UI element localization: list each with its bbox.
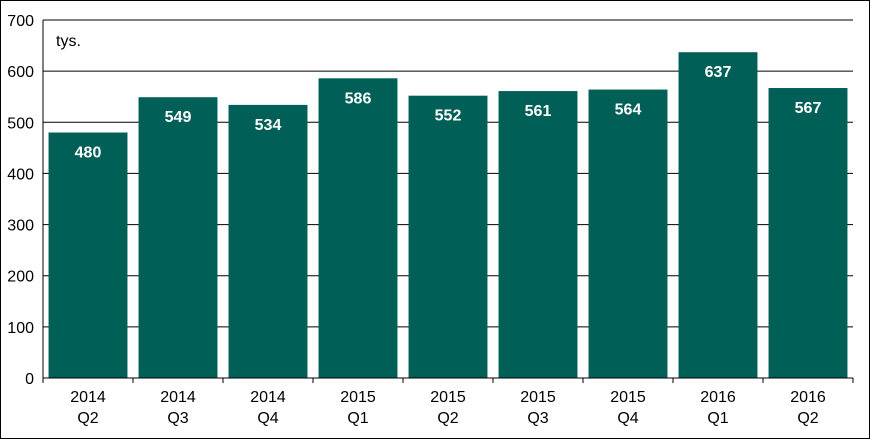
bar-value-label: 564 [615, 102, 642, 119]
bar-value-label: 586 [345, 90, 372, 107]
bars: 480 549 534 586 552 561 564 637 567 [48, 52, 848, 379]
bar [588, 89, 668, 378]
y-tick-label: 600 [7, 64, 34, 81]
x-tick-label-quarter: Q1 [707, 410, 728, 427]
bar [138, 97, 218, 379]
y-tick-label: 200 [7, 269, 34, 286]
unit-label: tys. [56, 33, 81, 50]
x-tick-label-year: 2015 [520, 389, 556, 406]
bar-value-label: 552 [435, 108, 462, 125]
x-tick-label-year: 2014 [70, 389, 106, 406]
bar-value-label: 637 [705, 64, 732, 81]
x-axis: 2014 Q2 2014 Q3 2014 Q4 2015 Q1 2015 Q2 2015 Q3 2015… [42, 377, 854, 427]
x-tick-label-quarter: Q4 [257, 410, 278, 427]
y-tick-label: 0 [25, 371, 34, 388]
bar [228, 104, 308, 378]
y-tick-label: 300 [7, 218, 34, 235]
x-tick-label-quarter: Q3 [527, 410, 548, 427]
x-tick-label-year: 2015 [430, 389, 466, 406]
bar [768, 88, 848, 379]
bar [318, 78, 398, 378]
y-axis: 0 100 200 300 400 500 600 700 [7, 13, 44, 388]
x-tick-label-year: 2014 [160, 389, 196, 406]
x-tick-label-quarter: Q2 [77, 410, 98, 427]
x-tick-label-quarter: Q1 [347, 410, 368, 427]
bar [408, 95, 488, 378]
bar-value-label: 480 [75, 145, 102, 162]
y-tick-label: 100 [7, 320, 34, 337]
x-tick-label-year: 2015 [610, 389, 646, 406]
y-tick-label: 700 [7, 13, 34, 30]
x-tick-label-year: 2016 [790, 389, 826, 406]
x-tick-label-quarter: Q2 [797, 410, 818, 427]
x-tick-label-quarter: Q4 [617, 410, 638, 427]
bar-value-label: 567 [795, 100, 822, 117]
bar-value-label: 549 [165, 109, 192, 126]
y-tick-label: 400 [7, 166, 34, 183]
bar [48, 132, 128, 378]
bar [678, 52, 758, 378]
y-tick-label: 500 [7, 115, 34, 132]
x-tick-label-year: 2014 [250, 389, 286, 406]
x-tick-label-quarter: Q2 [437, 410, 458, 427]
x-tick-label-year: 2015 [340, 389, 376, 406]
bar [498, 91, 578, 379]
bar-value-label: 561 [525, 103, 552, 120]
bar-value-label: 534 [255, 117, 282, 134]
x-tick-label-quarter: Q3 [167, 410, 188, 427]
x-tick-label-year: 2016 [700, 389, 736, 406]
